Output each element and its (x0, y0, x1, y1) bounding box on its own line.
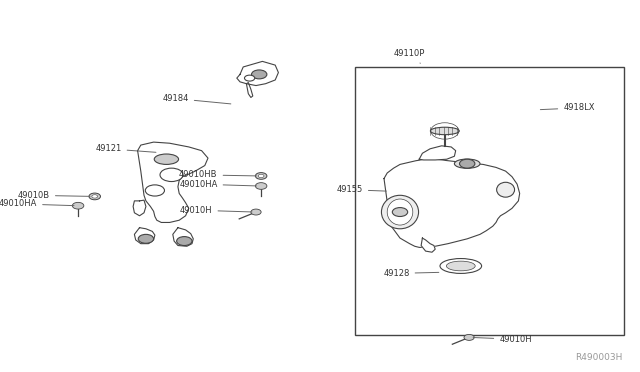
Circle shape (460, 159, 475, 168)
Polygon shape (134, 228, 155, 244)
Circle shape (259, 174, 264, 177)
Circle shape (255, 173, 267, 179)
Circle shape (251, 209, 261, 215)
Polygon shape (421, 238, 435, 252)
Circle shape (92, 195, 97, 198)
Circle shape (72, 202, 84, 209)
Text: 49010B: 49010B (18, 191, 90, 200)
Text: 49121: 49121 (95, 144, 156, 153)
Ellipse shape (154, 154, 179, 164)
Ellipse shape (440, 259, 481, 273)
Ellipse shape (381, 195, 419, 229)
Circle shape (160, 168, 183, 182)
Polygon shape (419, 146, 456, 160)
Ellipse shape (497, 182, 515, 197)
Text: 49010HA: 49010HA (0, 199, 74, 208)
Text: 49010HA: 49010HA (179, 180, 257, 189)
Circle shape (145, 185, 164, 196)
Circle shape (138, 234, 154, 243)
Polygon shape (246, 83, 253, 97)
Ellipse shape (454, 159, 480, 168)
Text: 49010H: 49010H (473, 335, 532, 344)
Text: 4918LX: 4918LX (540, 103, 595, 112)
Circle shape (89, 193, 100, 200)
Text: 49010HB: 49010HB (179, 170, 257, 179)
Polygon shape (237, 61, 278, 86)
Circle shape (177, 237, 192, 246)
Ellipse shape (387, 199, 413, 225)
Polygon shape (133, 200, 146, 216)
Circle shape (255, 183, 267, 189)
Ellipse shape (430, 127, 459, 135)
Ellipse shape (447, 261, 475, 271)
Text: 49128: 49128 (383, 269, 439, 278)
Bar (355, 67, 624, 335)
Circle shape (252, 70, 267, 79)
Polygon shape (173, 228, 193, 246)
Text: 49010H: 49010H (180, 206, 252, 215)
Circle shape (244, 75, 255, 81)
Circle shape (464, 334, 474, 340)
Text: 49184: 49184 (163, 94, 231, 104)
Circle shape (392, 208, 408, 217)
Polygon shape (384, 159, 520, 247)
Text: 49155: 49155 (337, 185, 387, 194)
Text: 49110P: 49110P (394, 49, 426, 63)
Polygon shape (138, 142, 208, 222)
Text: R490003H: R490003H (575, 353, 622, 362)
